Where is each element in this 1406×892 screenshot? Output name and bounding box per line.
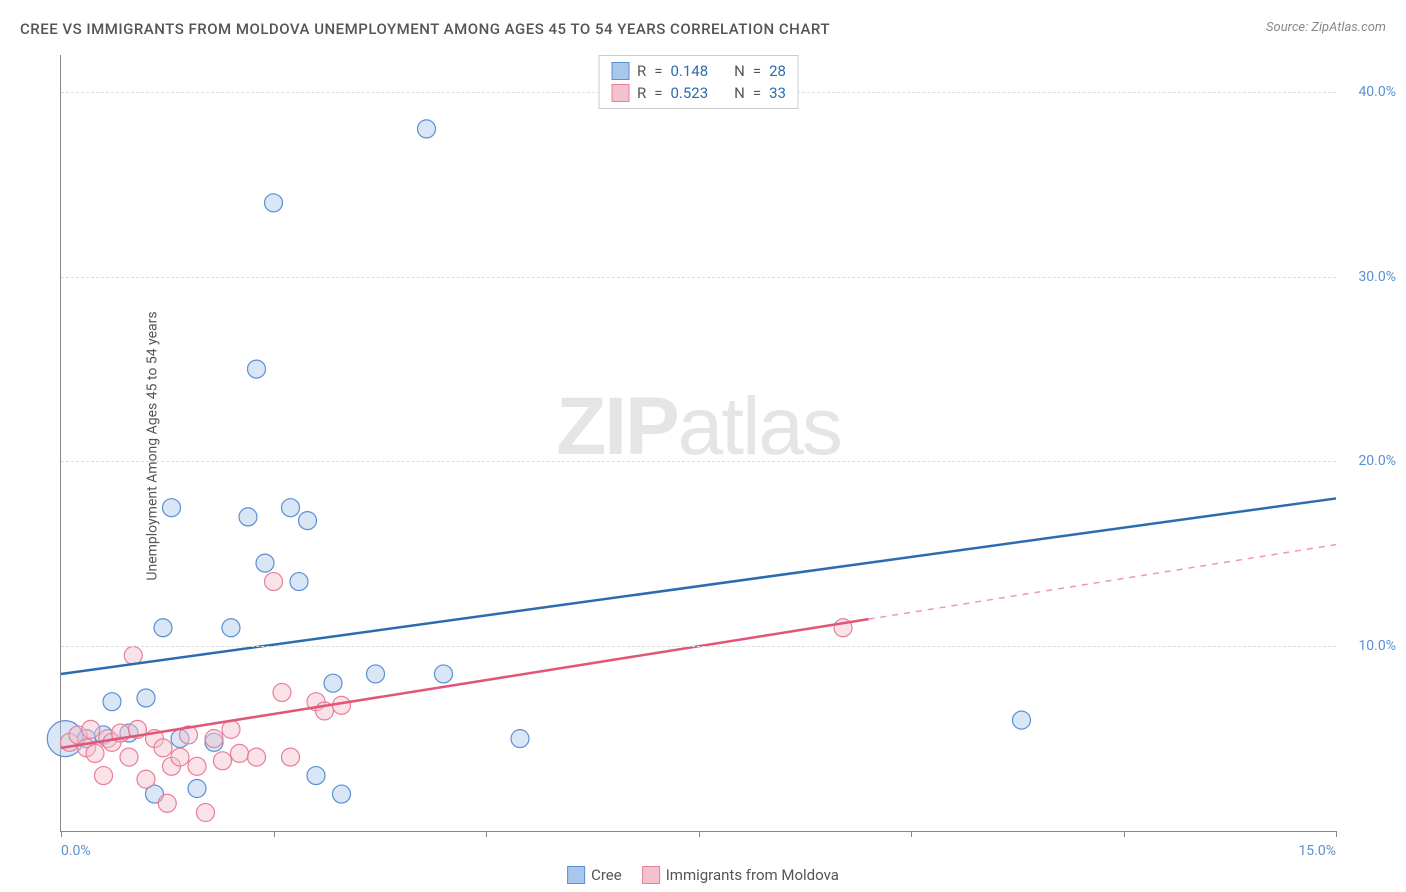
data-point — [367, 665, 385, 683]
data-point — [124, 646, 142, 664]
swatch-moldova — [611, 84, 629, 102]
data-point — [265, 194, 283, 212]
data-point — [282, 748, 300, 766]
legend-label-moldova: Immigrants from Moldova — [666, 866, 839, 884]
data-point — [82, 720, 100, 738]
swatch-cree — [567, 866, 585, 884]
swatch-cree — [611, 62, 629, 80]
y-tick-label: 30.0% — [1341, 269, 1396, 285]
data-point — [120, 748, 138, 766]
data-point — [256, 554, 274, 572]
n-label: N — [734, 84, 745, 102]
plot-svg — [61, 55, 1336, 831]
data-point — [188, 757, 206, 775]
n-value-moldova: 33 — [769, 84, 786, 102]
data-point — [239, 508, 257, 526]
data-point — [231, 744, 249, 762]
data-point — [222, 720, 240, 738]
stats-legend: R = 0.148 N = 28 R = 0.523 N = 33 — [598, 55, 799, 109]
data-point — [86, 744, 104, 762]
data-point — [137, 770, 155, 788]
data-point — [188, 780, 206, 798]
data-point — [324, 674, 342, 692]
data-point — [197, 804, 215, 822]
data-point — [214, 752, 232, 770]
data-point — [333, 785, 351, 803]
data-point — [307, 767, 325, 785]
legend-label-cree: Cree — [591, 866, 622, 884]
data-point — [95, 767, 113, 785]
x-tick-label: 0.0% — [61, 843, 91, 859]
r-label: R — [637, 84, 646, 102]
data-point — [158, 794, 176, 812]
data-point — [171, 748, 189, 766]
data-point — [299, 512, 317, 530]
data-point — [222, 619, 240, 637]
data-point — [282, 499, 300, 517]
plot-area: ZIPatlas R = 0.148 N = 28 R = 0.523 N = — [60, 55, 1336, 832]
data-point — [1013, 711, 1031, 729]
stats-row-cree: R = 0.148 N = 28 — [611, 60, 786, 82]
data-point — [248, 748, 266, 766]
data-point — [154, 739, 172, 757]
data-point — [137, 689, 155, 707]
r-label: R — [637, 62, 646, 80]
data-point — [154, 619, 172, 637]
stats-row-moldova: R = 0.523 N = 33 — [611, 82, 786, 104]
data-point — [290, 573, 308, 591]
data-point — [163, 499, 181, 517]
r-value-moldova: 0.523 — [670, 84, 708, 102]
chart-title: CREE VS IMMIGRANTS FROM MOLDOVA UNEMPLOY… — [20, 20, 830, 38]
n-label: N — [734, 62, 745, 80]
legend-item-cree: Cree — [567, 866, 622, 884]
data-point — [205, 730, 223, 748]
swatch-moldova — [642, 866, 660, 884]
y-tick-label: 40.0% — [1341, 84, 1396, 100]
x-tick-label: 15.0% — [1298, 843, 1336, 859]
legend-item-moldova: Immigrants from Moldova — [642, 866, 839, 884]
data-point — [103, 693, 121, 711]
correlation-chart: CREE VS IMMIGRANTS FROM MOLDOVA UNEMPLOY… — [0, 0, 1406, 892]
n-value-cree: 28 — [769, 62, 786, 80]
data-point — [265, 573, 283, 591]
y-tick-label: 10.0% — [1341, 638, 1396, 654]
data-point — [435, 665, 453, 683]
data-point — [511, 730, 529, 748]
data-point — [248, 360, 266, 378]
data-point — [273, 683, 291, 701]
series-legend: Cree Immigrants from Moldova — [567, 866, 839, 884]
data-point — [418, 120, 436, 138]
source-attribution: Source: ZipAtlas.com — [1266, 20, 1386, 35]
r-value-cree: 0.148 — [670, 62, 708, 80]
y-tick-label: 20.0% — [1341, 453, 1396, 469]
